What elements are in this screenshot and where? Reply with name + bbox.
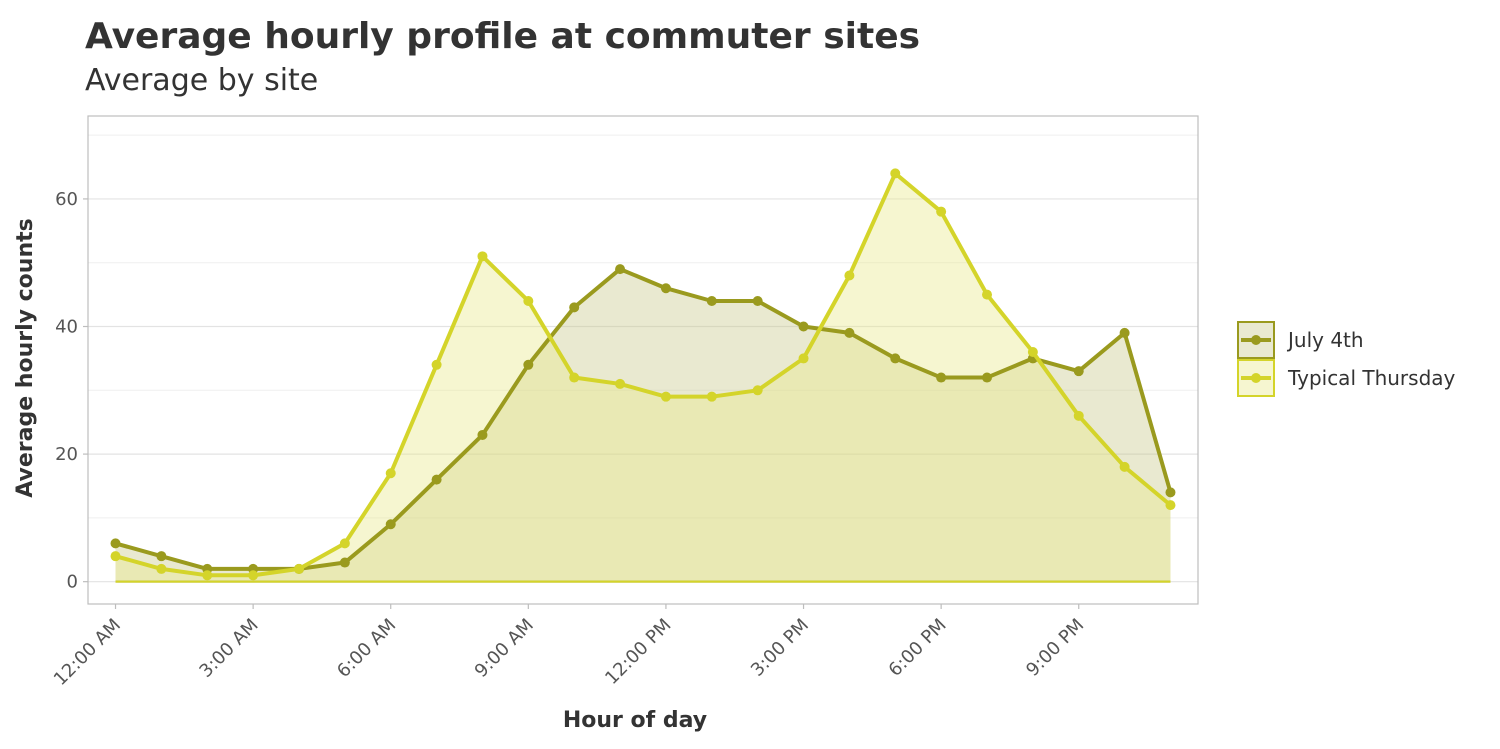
- panel-border: [87, 115, 1199, 605]
- point-typical-thursday: [202, 570, 213, 581]
- point-july-4th: [156, 551, 167, 562]
- legend-point-july-4th: [1251, 335, 1261, 345]
- point-typical-thursday: [385, 468, 396, 479]
- point-typical-thursday: [339, 538, 350, 549]
- legend-label-typical-thursday: Typical Thursday: [1287, 366, 1456, 390]
- point-typical-thursday: [752, 385, 763, 396]
- point-typical-thursday: [615, 378, 626, 389]
- x-tick-label: 9:00 AM: [471, 615, 538, 682]
- point-july-4th: [1073, 366, 1084, 377]
- point-typical-thursday: [431, 359, 442, 370]
- plot-area: 0 20 40 60 12:00 AM 3:00 AM 6:00 AM 9:00 AM 12:0…: [50, 115, 1199, 690]
- point-july-4th: [1119, 327, 1130, 338]
- point-july-4th: [385, 519, 396, 530]
- point-typical-thursday: [660, 391, 671, 402]
- point-july-4th: [110, 538, 121, 549]
- point-typical-thursday: [248, 570, 259, 581]
- point-july-4th: [431, 474, 442, 485]
- point-july-4th: [615, 264, 626, 275]
- point-typical-thursday: [1027, 347, 1038, 358]
- chart-subtitle: Average by site: [85, 63, 318, 98]
- x-axis-title: Hour of day: [563, 708, 707, 733]
- y-tick-label: 40: [55, 317, 78, 338]
- y-axis-title: Average hourly counts: [13, 218, 38, 497]
- area-typical-thursday: [115, 173, 1171, 582]
- point-july-4th: [798, 321, 809, 332]
- x-tick-label: 12:00 AM: [50, 615, 125, 690]
- point-july-4th: [844, 327, 855, 338]
- point-typical-thursday: [569, 372, 580, 383]
- x-tick-label: 3:00 PM: [747, 615, 813, 681]
- point-july-4th: [523, 359, 534, 370]
- point-typical-thursday: [936, 206, 947, 217]
- point-typical-thursday: [1073, 410, 1084, 421]
- point-july-4th: [569, 302, 580, 313]
- area-july-4th: [115, 269, 1171, 582]
- x-tick-label: 6:00 PM: [885, 615, 951, 681]
- point-typical-thursday: [798, 353, 809, 364]
- point-typical-thursday: [110, 551, 121, 562]
- y-tick-label: 60: [55, 189, 78, 210]
- legend-point-typical-thursday: [1251, 373, 1261, 383]
- x-tick-label: 12:00 PM: [601, 615, 675, 689]
- chart-title: Average hourly profile at commuter sites: [85, 16, 920, 57]
- point-july-4th: [890, 353, 901, 364]
- point-typical-thursday: [293, 563, 304, 574]
- point-july-4th: [1165, 487, 1176, 498]
- y-tick-label: 0: [67, 572, 78, 593]
- point-typical-thursday: [890, 168, 901, 179]
- point-typical-thursday: [982, 289, 993, 300]
- y-tick-label: 20: [55, 444, 78, 465]
- point-july-4th: [339, 557, 350, 568]
- point-typical-thursday: [477, 251, 488, 262]
- legend: July 4th Typical Thursday: [1237, 321, 1456, 397]
- point-typical-thursday: [706, 391, 717, 402]
- point-july-4th: [706, 295, 717, 306]
- point-july-4th: [477, 429, 488, 440]
- line-typical-thursday: [114, 171, 1172, 578]
- legend-label-july-4th: July 4th: [1286, 328, 1364, 352]
- point-july-4th: [936, 372, 947, 383]
- point-july-4th: [752, 295, 763, 306]
- point-typical-thursday: [156, 563, 167, 574]
- x-tick-label: 9:00 PM: [1022, 615, 1088, 681]
- point-typical-thursday: [1119, 461, 1130, 472]
- x-tick-label: 6:00 AM: [333, 615, 400, 682]
- point-typical-thursday: [1165, 500, 1176, 511]
- point-july-4th: [660, 283, 671, 294]
- x-tick-label: 3:00 AM: [195, 615, 262, 682]
- point-typical-thursday: [844, 270, 855, 281]
- point-typical-thursday: [523, 295, 534, 306]
- point-july-4th: [982, 372, 993, 383]
